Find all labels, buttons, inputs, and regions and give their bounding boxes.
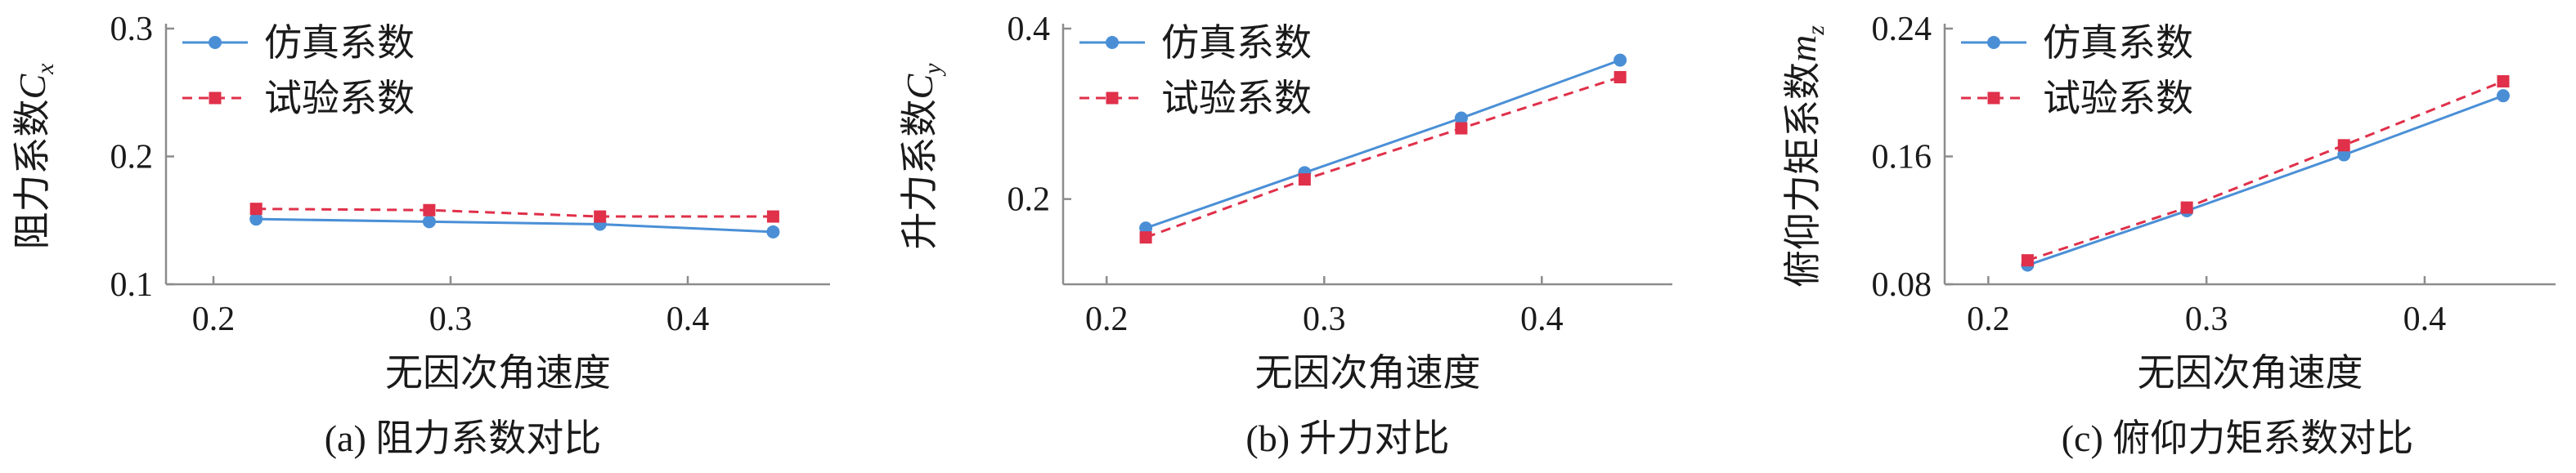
test-data-point: [1139, 231, 1152, 244]
y-tick-label: 0.08: [1872, 266, 1932, 304]
legend-sim-label: 仿真系数: [1161, 22, 1312, 64]
test-data-point: [2337, 139, 2350, 152]
legend-test-label: 试验系数: [2043, 78, 2193, 119]
y-axis-label-text: 俯仰力矩系数: [1782, 62, 1824, 288]
x-tick-label: 0.3: [429, 301, 473, 338]
y-axis-label: 俯仰力矩系数mz: [1782, 25, 1829, 288]
test-data-point: [1298, 173, 1311, 186]
sim-data-point: [2496, 89, 2510, 103]
y-axis-label-subscript: z: [1802, 25, 1829, 36]
y-axis-label-subscript: y: [919, 63, 946, 77]
x-axis-label: 无因次角速度: [1255, 352, 1481, 394]
legend-sim-swatch-marker: [1987, 36, 2000, 49]
y-axis-label: 升力系数Cy: [899, 63, 946, 250]
panel-caption: (b) 升力对比: [1245, 417, 1449, 459]
sim-data-point: [766, 225, 780, 239]
y-axis-label-text: 阻力系数: [11, 100, 53, 250]
legend-sim-swatch-marker: [209, 36, 222, 49]
y-axis-label-subscript: x: [32, 63, 59, 75]
x-axis-label: 无因次角速度: [2138, 352, 2363, 394]
test-series-line: [256, 207, 774, 218]
sim-series-line: [1145, 59, 1621, 230]
x-tick-label: 0.4: [1520, 301, 1564, 338]
x-tick-label: 0.3: [1303, 301, 1346, 338]
test-data-point: [2497, 75, 2510, 88]
chart-panel-3: 0.08 0.16 0.24 0.2 0.3 0.4 无因次角速度 俯仰力矩系数mz (c) 俯…: [1782, 11, 2556, 459]
y-axis-label: 阻力系数Cx: [11, 63, 59, 250]
sim-series-line: [256, 217, 774, 234]
test-series-line: [2026, 80, 2504, 262]
y-axis-label-symbol: C: [11, 74, 53, 100]
legend-sim-label: 仿真系数: [2043, 22, 2193, 64]
y-tick-label: 0.4: [1008, 11, 1051, 48]
sim-data-point: [1613, 53, 1627, 67]
legend-test-swatch-marker: [1987, 91, 2000, 105]
test-series-line: [1145, 76, 1621, 239]
y-axis-label-text: 升力系数: [899, 100, 940, 250]
chart-panel-2: 0.2 0.4 0.2 0.3 0.4 无因次角速度 升力系数Cy (b) 升力对比 仿真系数试…: [899, 11, 1672, 459]
y-axis-label-symbol: m: [1782, 35, 1824, 62]
test-data-point: [249, 203, 263, 216]
y-tick-label: 0.2: [110, 139, 154, 176]
sim-data-point: [422, 215, 436, 229]
x-tick-label: 0.4: [666, 301, 710, 338]
legend-test-label: 试验系数: [1161, 78, 1312, 119]
sim-series-line: [2026, 94, 2504, 266]
test-data-point: [766, 210, 779, 223]
x-tick-label: 0.3: [2185, 301, 2228, 338]
panel-caption: (a) 阻力系数对比: [325, 417, 602, 459]
legend-sim-swatch-marker: [1106, 36, 1119, 49]
y-axis-label-symbol: C: [899, 74, 940, 100]
test-data-point: [2021, 254, 2034, 267]
x-tick-label: 0.2: [192, 301, 236, 338]
test-data-point: [1613, 70, 1627, 83]
legend-test-swatch-marker: [1106, 91, 1119, 105]
y-tick-label: 0.16: [1872, 139, 1932, 176]
panel-caption: (c) 俯仰力矩系数对比: [2062, 417, 2414, 459]
test-data-point: [2180, 201, 2193, 214]
legend-test-label: 试验系数: [264, 78, 415, 119]
test-data-point: [594, 210, 607, 223]
y-tick-label: 0.1: [110, 266, 154, 304]
y-tick-label: 0.3: [110, 11, 154, 48]
legend-test-swatch-marker: [209, 91, 222, 105]
legend-sim-label: 仿真系数: [264, 22, 415, 64]
test-data-point: [423, 203, 436, 216]
x-tick-label: 0.4: [2403, 301, 2447, 338]
y-tick-label: 0.2: [1008, 181, 1051, 219]
sim-data-point: [2337, 148, 2351, 162]
x-axis-label: 无因次角速度: [385, 352, 611, 394]
x-tick-label: 0.2: [1085, 301, 1129, 338]
sim-data-point: [1454, 111, 1468, 125]
test-data-point: [1455, 122, 1468, 135]
y-tick-label: 0.24: [1872, 11, 1932, 48]
chart-panel-1: 0.1 0.2 0.3 0.2 0.3 0.4 无因次角速度 阻力系数Cx (a) 阻力系数对比…: [11, 11, 830, 459]
sim-data-point: [249, 212, 263, 226]
x-tick-label: 0.2: [1967, 301, 2010, 338]
